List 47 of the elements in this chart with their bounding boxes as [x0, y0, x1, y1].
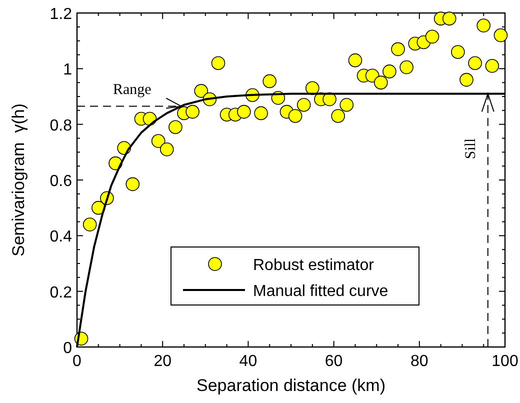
x-tick-label: 100	[492, 353, 518, 370]
x-tick-label: 40	[239, 353, 258, 370]
point	[460, 72, 474, 87]
y-tick-label: 0.8	[50, 117, 72, 134]
point	[442, 12, 456, 26]
x-axis-title: Separation distance (km)	[196, 376, 386, 395]
point	[451, 45, 465, 59]
ref-line-label: Range	[113, 82, 152, 98]
point	[382, 64, 396, 78]
y-tick-label: 0.4	[50, 228, 72, 246]
x-tick-label: 20	[154, 353, 172, 370]
point	[468, 56, 482, 70]
point	[194, 84, 208, 98]
point	[340, 98, 354, 112]
y-tick-label: 0.6	[50, 173, 72, 190]
point	[82, 218, 97, 232]
point	[322, 92, 336, 106]
y-tick-label: 0.2	[50, 284, 72, 302]
x-tick-label: 80	[410, 353, 428, 370]
point	[288, 109, 302, 123]
point	[168, 120, 182, 134]
point	[374, 76, 388, 90]
x-tick-label: 60	[324, 353, 343, 370]
y-tick-label: 0	[63, 340, 72, 357]
y-axis-title: Semivariogram γ(h)	[9, 103, 28, 257]
point	[348, 53, 362, 68]
point	[151, 134, 166, 148]
point	[400, 60, 414, 74]
ref-line-label: Sill	[462, 138, 479, 160]
point	[296, 98, 311, 112]
point	[485, 58, 500, 73]
y-tick-label: 1	[63, 62, 72, 79]
point	[160, 142, 174, 156]
point	[476, 18, 490, 32]
point	[391, 42, 405, 56]
legend-label: Manual fitted curve	[253, 283, 388, 300]
legend-label: Robust estimator	[253, 257, 375, 274]
point	[494, 28, 508, 42]
point	[425, 30, 440, 44]
point	[237, 104, 251, 119]
point	[262, 74, 276, 88]
y-tick-label: 1.2	[50, 6, 72, 23]
point	[126, 177, 140, 192]
point	[331, 109, 345, 123]
point	[254, 106, 268, 120]
point	[186, 104, 200, 119]
point	[211, 56, 226, 70]
